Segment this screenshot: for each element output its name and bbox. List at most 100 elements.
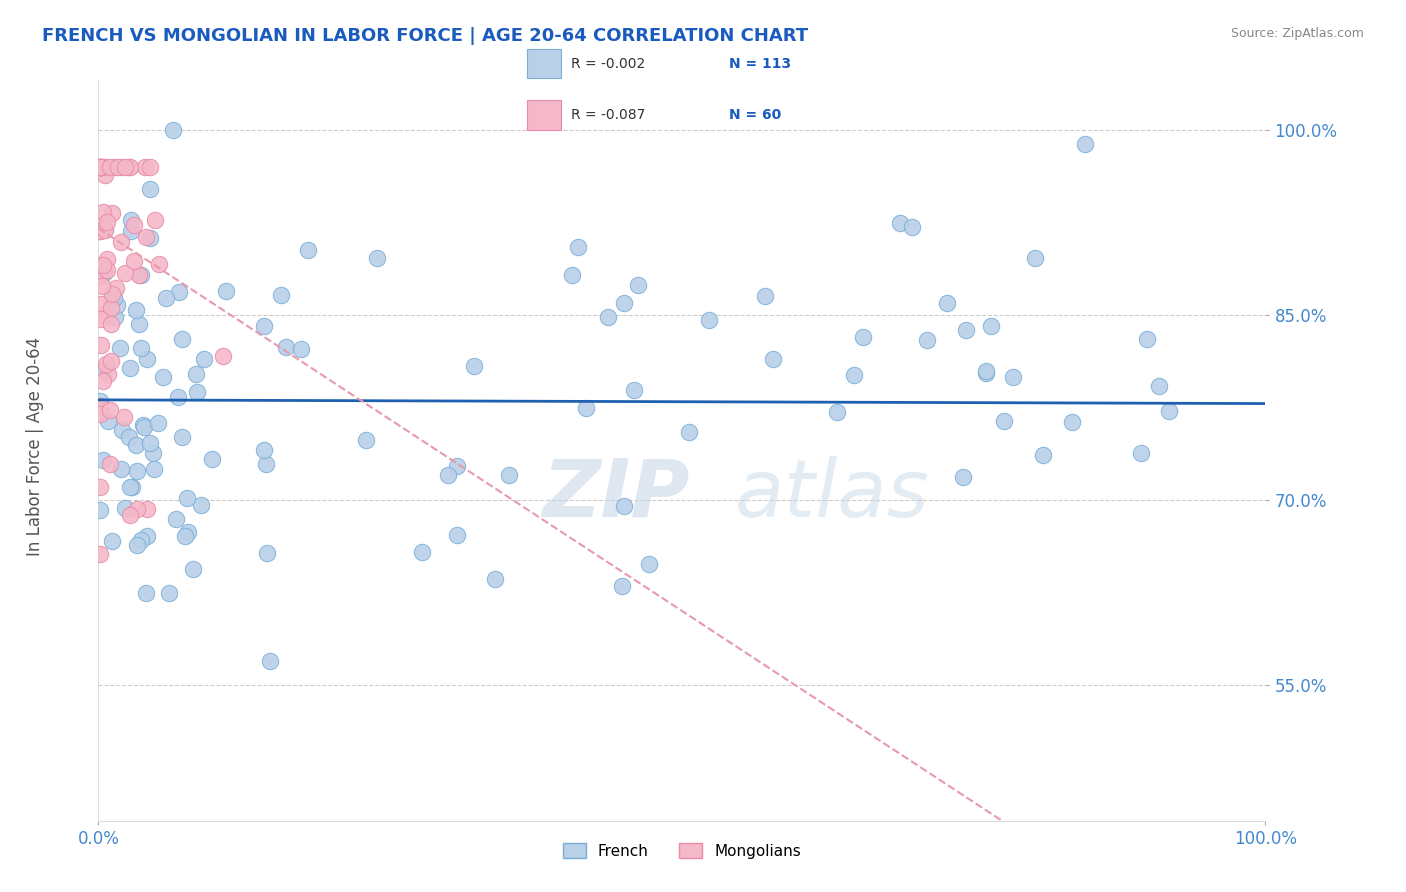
Point: [105, 281, 128, 295]
Point: [111, 424, 134, 438]
Point: [118, 160, 141, 174]
Point: [201, 451, 224, 466]
Point: [127, 501, 149, 516]
Point: [181, 562, 204, 576]
Point: [131, 417, 153, 432]
Point: [1136, 332, 1159, 346]
Point: [623, 383, 645, 397]
Point: [114, 266, 136, 280]
Point: [93, 266, 115, 280]
Point: [132, 420, 155, 434]
Point: [97, 414, 120, 428]
Point: [125, 438, 148, 452]
Point: [91, 374, 114, 388]
Point: [89, 224, 111, 238]
Text: In Labor Force | Age 20-64: In Labor Force | Age 20-64: [27, 336, 44, 556]
Point: [129, 341, 152, 355]
Point: [89, 547, 111, 561]
Point: [112, 410, 135, 425]
Point: [162, 122, 184, 136]
Point: [90, 160, 112, 174]
Point: [610, 579, 633, 593]
Point: [91, 453, 114, 467]
Point: [484, 572, 506, 586]
Point: [100, 206, 122, 220]
Point: [100, 354, 122, 368]
Point: [128, 317, 150, 331]
Point: [366, 251, 388, 265]
Point: [936, 296, 959, 310]
Point: [96, 262, 118, 277]
Text: R = -0.087: R = -0.087: [571, 108, 645, 122]
Point: [148, 257, 170, 271]
Point: [993, 414, 1015, 428]
Point: [100, 317, 122, 331]
Point: [270, 288, 292, 302]
Point: [104, 160, 127, 174]
Point: [136, 351, 159, 366]
Point: [118, 160, 141, 174]
Point: [678, 425, 700, 439]
Point: [136, 529, 159, 543]
Point: [136, 501, 159, 516]
Text: atlas: atlas: [734, 456, 929, 534]
Point: [974, 366, 997, 380]
Point: [110, 462, 132, 476]
Point: [157, 586, 180, 600]
Point: [94, 160, 117, 174]
Point: [139, 231, 162, 245]
Point: [127, 464, 149, 478]
Point: [118, 430, 141, 444]
Point: [89, 480, 111, 494]
Point: [274, 340, 297, 354]
Point: [613, 500, 636, 514]
Point: [135, 586, 157, 600]
Point: [105, 298, 128, 312]
Point: [290, 343, 312, 357]
Point: [184, 368, 207, 382]
Point: [134, 160, 156, 174]
Point: [1002, 369, 1025, 384]
Point: [114, 160, 136, 174]
Text: ZIP: ZIP: [541, 456, 689, 534]
Point: [165, 512, 187, 526]
Point: [89, 160, 111, 174]
Point: [98, 160, 121, 174]
Point: [110, 341, 132, 355]
Point: [212, 349, 235, 363]
Point: [762, 351, 785, 366]
Point: [259, 654, 281, 668]
Text: N = 60: N = 60: [730, 108, 782, 122]
Point: [145, 212, 167, 227]
Point: [90, 338, 112, 352]
Point: [118, 508, 141, 522]
Point: [167, 390, 190, 404]
Point: [104, 310, 127, 324]
Point: [146, 416, 169, 430]
Point: [253, 319, 276, 334]
Point: [89, 160, 111, 174]
Point: [354, 433, 377, 447]
Point: [89, 223, 111, 237]
Point: [169, 285, 191, 300]
Point: [89, 399, 111, 413]
Point: [89, 407, 111, 421]
Point: [129, 533, 152, 548]
Point: [89, 160, 111, 174]
Point: [170, 332, 193, 346]
Point: [101, 534, 124, 549]
Point: [446, 458, 468, 473]
Point: [121, 481, 143, 495]
Point: [852, 330, 875, 344]
Point: [1073, 137, 1095, 152]
Point: [90, 297, 112, 311]
Point: [98, 458, 121, 472]
Point: [90, 311, 112, 326]
Point: [152, 369, 174, 384]
Point: [139, 436, 162, 450]
Point: [952, 470, 974, 484]
Point: [135, 230, 157, 244]
Point: [96, 215, 118, 229]
Point: [91, 205, 114, 219]
Point: [98, 402, 121, 417]
